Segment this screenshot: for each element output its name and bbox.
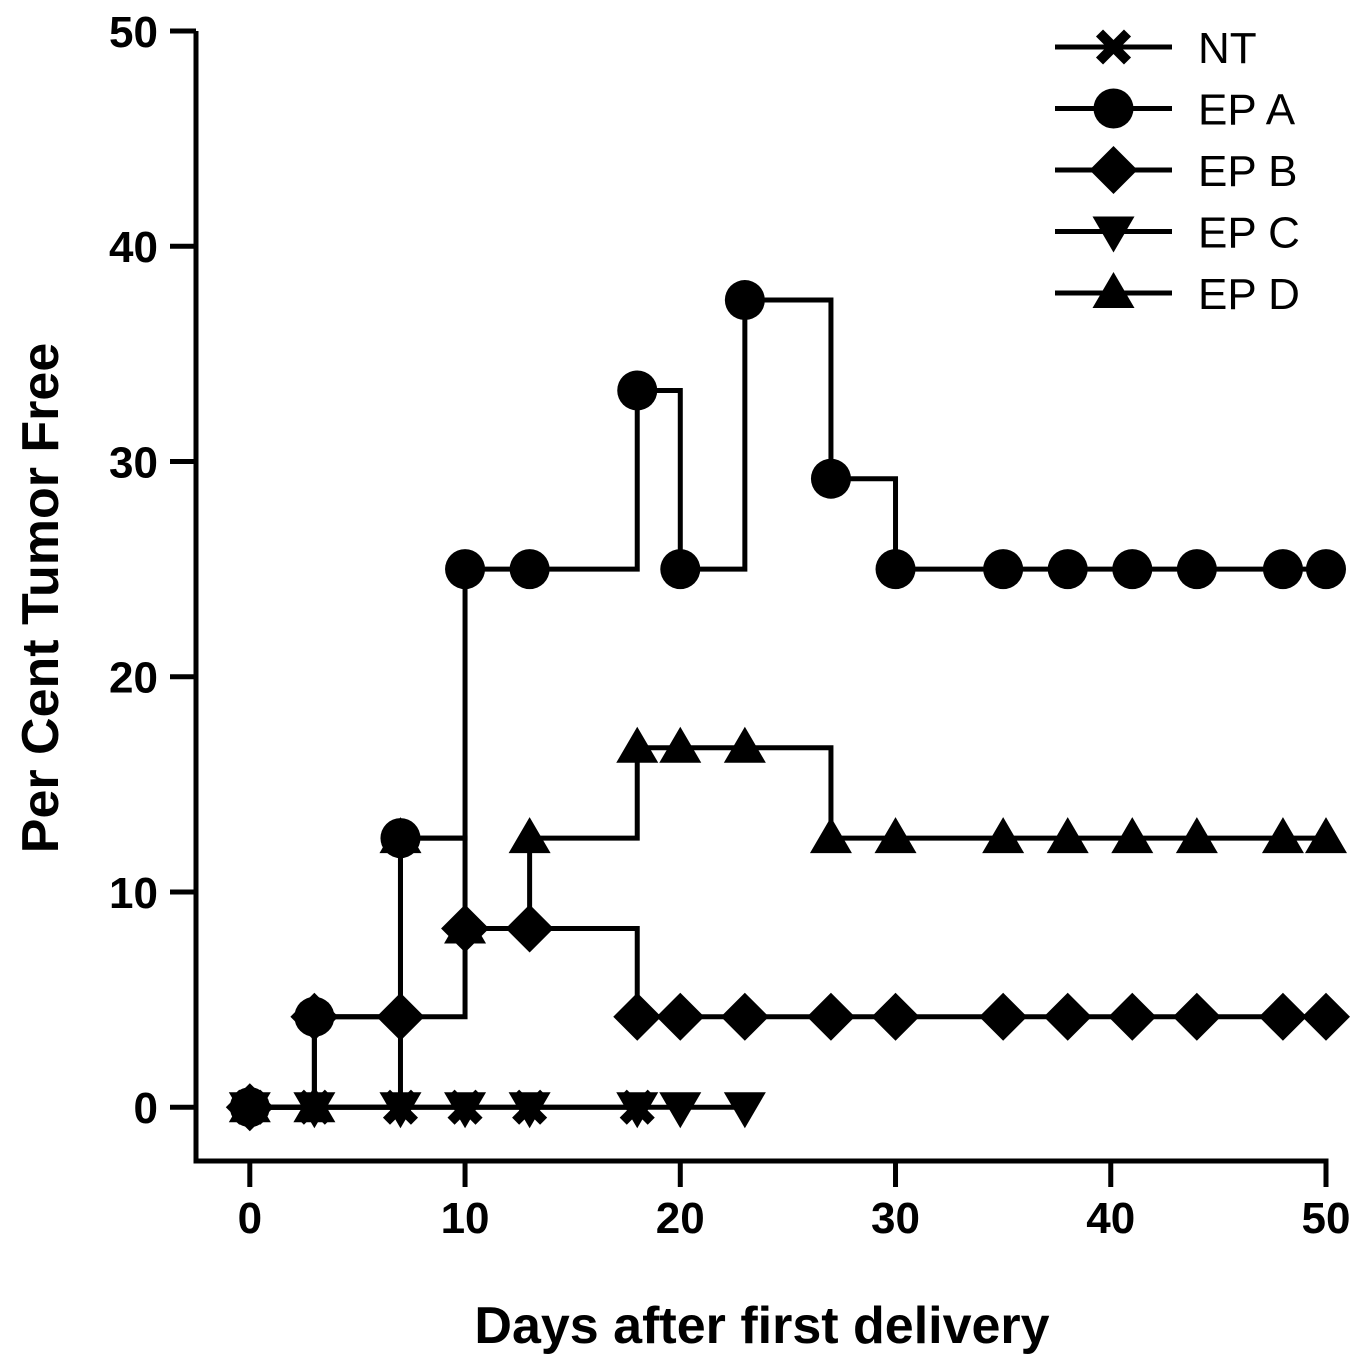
plot-series [225,280,1350,1132]
legend-entry-ep-d: EP D [1055,270,1300,319]
legend-entry-nt: NT [1055,24,1257,73]
data-point-ep-b [1258,992,1307,1041]
data-point-ep-a [810,458,851,499]
x-tick-label: 0 [238,1194,262,1243]
data-point-ep-a [509,549,550,590]
data-point-nt [447,1089,483,1125]
legend-label: EP B [1198,147,1297,196]
data-point-ep-d [616,726,659,763]
x-tick-label: 20 [656,1194,705,1243]
data-point-ep-d [1046,817,1089,854]
data-point-ep-d [1261,817,1304,854]
x-tick-label: 30 [871,1194,920,1243]
legend-label: NT [1198,24,1257,73]
data-point-ep-a [1262,549,1303,590]
series-markers-nt [232,1089,655,1125]
data-point-ep-b [290,992,339,1041]
x-tick-label: 40 [1086,1194,1135,1243]
data-point-ep-a [1306,549,1346,590]
data-point-nt [296,1089,332,1125]
data-point-ep-d [1111,817,1154,854]
y-tick-label: 0 [134,1084,158,1133]
data-point-ep-b [505,904,554,953]
data-point-ep-b [1302,992,1350,1041]
data-point-ep-b [656,992,705,1041]
data-point-ep-a [660,549,701,590]
x-marker-stroke [296,1089,332,1125]
legend-marker [1093,88,1134,129]
data-point-ep-b [871,992,920,1041]
legend-marker [1089,146,1138,194]
legend: NT EP A EP B EP C EP D [1055,24,1300,319]
y-tick-label: 40 [109,223,158,272]
data-point-ep-a [1176,549,1217,590]
legend-marker [1095,29,1132,65]
legend-marker [1092,216,1135,253]
data-point-ep-a [724,280,765,321]
y-tick-label: 30 [109,438,158,487]
legend-entry-ep-c: EP C [1055,209,1300,258]
data-point-ep-d [809,817,852,854]
x-axis-title: Days after first delivery [474,1297,1049,1355]
x-marker-stroke [512,1089,548,1125]
x-marker-stroke [232,1089,268,1125]
data-point-ep-d [508,817,551,854]
data-point-ep-d [444,907,487,944]
data-point-ep-a [1047,549,1088,590]
data-point-ep-b [613,992,662,1041]
data-point-ep-a [983,549,1024,590]
legend-entry-ep-a: EP A [1055,86,1296,135]
series-line-ep-d [249,745,1326,1110]
y-axis-title: Per Cent Tumor Free [12,343,70,853]
x-tick-label: 50 [1302,1194,1351,1243]
data-point-nt [512,1089,548,1125]
x-tick-label: 10 [441,1194,490,1243]
legend-label: EP A [1198,86,1296,135]
y-tick-label: 50 [109,8,158,57]
data-point-ep-d [982,817,1025,854]
data-point-ep-d [874,817,917,854]
data-point-ep-d [723,726,766,763]
data-point-ep-b [806,992,855,1041]
legend-label: EP C [1198,209,1300,258]
data-point-nt [382,1089,419,1125]
axes: 0 10 20 30 40 50 0 10 20 30 40 50 [109,8,1350,1243]
data-point-ep-a [617,370,658,411]
data-point-ep-c [723,1092,766,1129]
data-point-ep-b [376,992,425,1041]
legend-label: EP D [1198,270,1300,319]
data-point-ep-d [1305,817,1347,854]
data-point-ep-b [1043,992,1092,1041]
data-point-ep-d [1175,817,1218,854]
data-point-ep-a [445,549,486,590]
data-point-ep-b [1108,992,1157,1041]
x-marker-stroke [447,1089,483,1125]
legend-marker [1092,272,1135,308]
series-line-ep-a [249,297,1326,1110]
data-point-ep-c [659,1092,702,1129]
x-marker-stroke [1095,29,1132,65]
data-point-nt [232,1089,268,1125]
data-point-ep-d [379,817,422,854]
x-marker-stroke [619,1089,655,1125]
y-tick-label: 20 [109,654,158,703]
data-point-nt [619,1089,655,1125]
data-point-ep-b [1172,992,1221,1041]
x-marker-stroke [382,1089,419,1125]
data-point-ep-a [875,549,916,590]
legend-entry-ep-b: EP B [1055,146,1297,196]
data-point-ep-a [1112,549,1153,590]
data-point-ep-b [720,992,769,1041]
series-markers-ep-d [228,726,1347,1123]
data-point-ep-b [979,992,1028,1041]
y-tick-label: 10 [109,869,158,918]
data-point-ep-d [659,726,702,763]
